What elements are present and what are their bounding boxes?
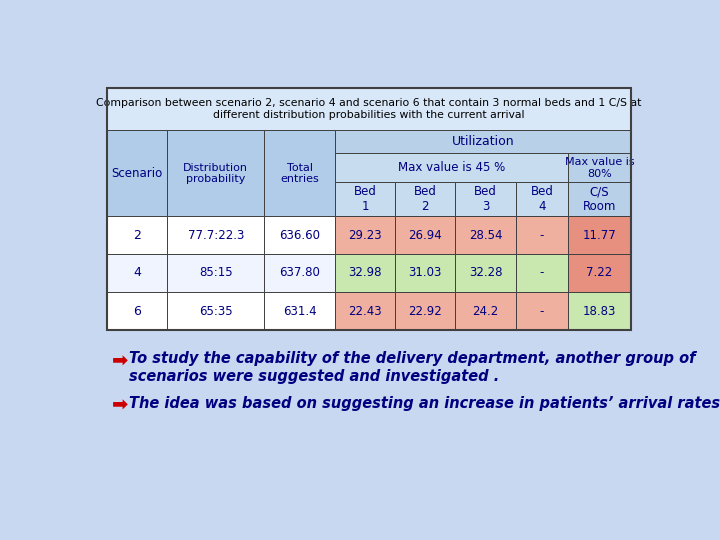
- Bar: [456, 183, 516, 217]
- Text: Max value is
80%: Max value is 80%: [564, 157, 634, 179]
- Text: Bed
2: Bed 2: [414, 185, 437, 213]
- Text: Scenario: Scenario: [112, 167, 163, 180]
- Text: 7.22: 7.22: [586, 266, 613, 279]
- Text: 636.60: 636.60: [279, 229, 320, 242]
- Text: 2: 2: [133, 229, 141, 242]
- Text: Utilization: Utilization: [451, 136, 514, 148]
- Text: To study the capability of the delivery department, another group of
scenarios w: To study the capability of the delivery …: [129, 351, 696, 383]
- Text: ➡: ➡: [112, 351, 128, 370]
- Bar: [264, 130, 335, 217]
- Bar: [335, 217, 395, 254]
- Text: 26.94: 26.94: [408, 229, 442, 242]
- Bar: [395, 183, 456, 217]
- Text: 29.23: 29.23: [348, 229, 382, 242]
- Text: -: -: [540, 266, 544, 279]
- Bar: [264, 292, 335, 330]
- Text: ➡: ➡: [112, 396, 128, 415]
- Bar: [516, 183, 568, 217]
- Text: C/S
Room: C/S Room: [582, 185, 616, 213]
- Text: 65:35: 65:35: [199, 305, 233, 318]
- Text: Bed
1: Bed 1: [354, 185, 377, 213]
- Bar: [456, 217, 516, 254]
- Bar: [107, 130, 335, 153]
- Text: The idea was based on suggesting an increase in patients’ arrival rates: The idea was based on suggesting an incr…: [129, 396, 720, 411]
- Bar: [335, 254, 395, 292]
- Bar: [167, 292, 264, 330]
- Bar: [456, 292, 516, 330]
- Bar: [516, 254, 568, 292]
- Text: 31.03: 31.03: [409, 266, 442, 279]
- Bar: [568, 153, 631, 183]
- Text: Max value is 45 %: Max value is 45 %: [398, 161, 505, 174]
- Text: 18.83: 18.83: [582, 305, 616, 318]
- Bar: [568, 183, 631, 217]
- Bar: [335, 153, 568, 183]
- Bar: [264, 254, 335, 292]
- Bar: [107, 88, 631, 130]
- Text: 11.77: 11.77: [582, 229, 616, 242]
- Text: Bed
4: Bed 4: [531, 185, 554, 213]
- Bar: [167, 254, 264, 292]
- Bar: [167, 217, 264, 254]
- Bar: [107, 217, 167, 254]
- Text: 32.28: 32.28: [469, 266, 503, 279]
- Bar: [107, 88, 631, 330]
- Text: Total
entries: Total entries: [280, 163, 319, 184]
- Bar: [456, 254, 516, 292]
- Bar: [568, 217, 631, 254]
- Text: 32.98: 32.98: [348, 266, 382, 279]
- Bar: [516, 217, 568, 254]
- Text: 85:15: 85:15: [199, 266, 233, 279]
- Text: Bed
3: Bed 3: [474, 185, 497, 213]
- Text: -: -: [540, 229, 544, 242]
- Text: 24.2: 24.2: [472, 305, 499, 318]
- Bar: [107, 254, 167, 292]
- Text: 6: 6: [133, 305, 141, 318]
- Bar: [395, 254, 456, 292]
- Bar: [107, 153, 335, 183]
- Bar: [167, 130, 264, 217]
- Text: 637.80: 637.80: [279, 266, 320, 279]
- Bar: [395, 292, 456, 330]
- Text: 4: 4: [133, 266, 141, 279]
- Text: -: -: [540, 305, 544, 318]
- Text: Comparison between scenario 2, scenario 4 and scenario 6 that contain 3 normal b: Comparison between scenario 2, scenario …: [96, 98, 642, 120]
- Text: 22.92: 22.92: [408, 305, 442, 318]
- Bar: [335, 183, 395, 217]
- Text: 77.7:22.3: 77.7:22.3: [188, 229, 244, 242]
- Text: 22.43: 22.43: [348, 305, 382, 318]
- Bar: [395, 217, 456, 254]
- Bar: [107, 130, 167, 217]
- Bar: [568, 292, 631, 330]
- Bar: [516, 292, 568, 330]
- Bar: [335, 130, 631, 153]
- Text: Distribution
probability: Distribution probability: [184, 163, 248, 184]
- Bar: [107, 292, 167, 330]
- Text: 28.54: 28.54: [469, 229, 503, 242]
- Bar: [264, 217, 335, 254]
- Text: 631.4: 631.4: [283, 305, 316, 318]
- Bar: [568, 254, 631, 292]
- Bar: [335, 292, 395, 330]
